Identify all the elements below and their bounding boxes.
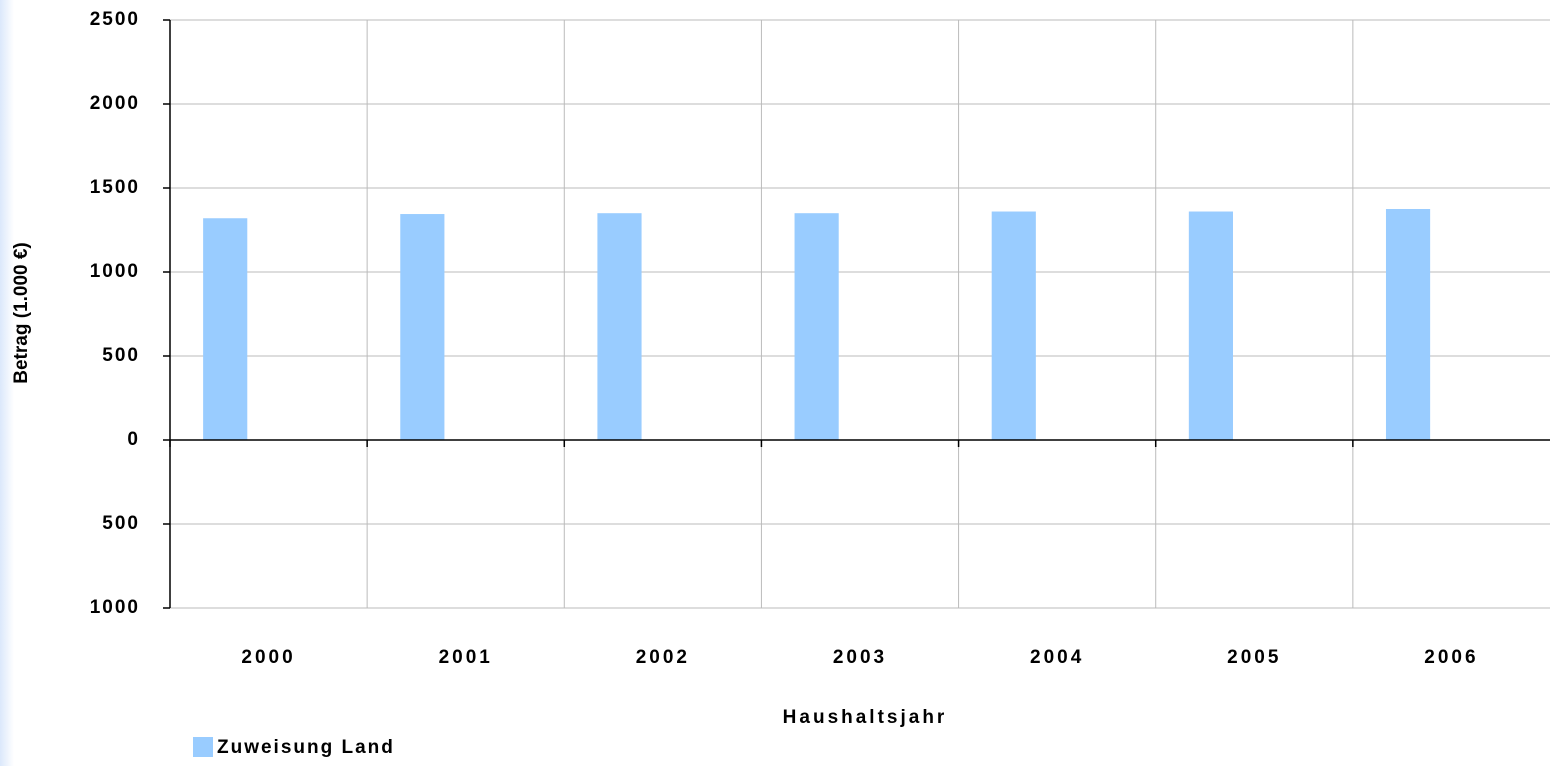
bar [1188, 211, 1233, 440]
bar [1385, 209, 1431, 440]
x-tick-label: 2002 [636, 647, 690, 668]
x-tick-label: 2000 [241, 647, 295, 668]
bar [991, 211, 1036, 440]
y-tick-label: 2500 [90, 9, 140, 30]
y-tick-label: 500 [102, 513, 140, 534]
y-axis-title: Betrag (1.000 €) [11, 242, 32, 384]
legend-swatch [193, 737, 213, 757]
x-axis-title: Haushaltsjahr [783, 707, 948, 728]
bar [400, 214, 445, 440]
y-tick-label: 2000 [90, 93, 140, 114]
x-tick-label: 2001 [439, 647, 493, 668]
legend-label: Zuweisung Land [217, 737, 395, 758]
bar [794, 213, 839, 440]
x-tick-label: 2006 [1424, 647, 1478, 668]
x-tick-label: 2004 [1030, 647, 1084, 668]
y-tick-label: 500 [102, 345, 140, 366]
side-strip [0, 0, 14, 766]
bar [203, 218, 248, 440]
y-tick-label: 1500 [90, 177, 140, 198]
x-tick-label: 2005 [1227, 647, 1281, 668]
x-tick-label: 2003 [833, 647, 887, 668]
bar [597, 213, 642, 440]
y-tick-label: 1000 [90, 597, 140, 618]
y-tick-label: 0 [127, 429, 140, 450]
y-tick-label: 1000 [90, 261, 140, 282]
